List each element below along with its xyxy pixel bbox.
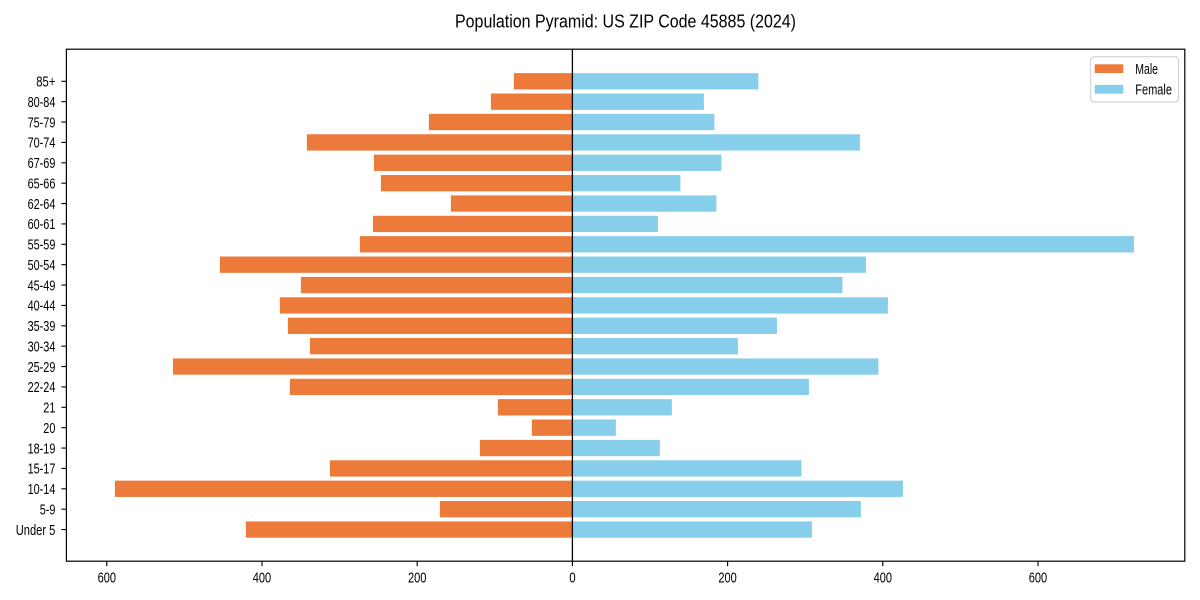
svg-text:600: 600 [98, 570, 116, 586]
svg-text:70-74: 70-74 [28, 136, 56, 152]
svg-text:40-44: 40-44 [28, 299, 56, 315]
svg-text:Population Pyramid: US ZIP Cod: Population Pyramid: US ZIP Code 45885 (2… [455, 12, 796, 32]
svg-text:60-61: 60-61 [28, 217, 56, 233]
svg-text:50-54: 50-54 [28, 258, 56, 274]
svg-text:65-66: 65-66 [28, 176, 56, 192]
svg-text:200: 200 [718, 570, 736, 586]
svg-text:80-84: 80-84 [28, 95, 56, 111]
svg-text:22-24: 22-24 [28, 380, 56, 396]
svg-text:75-79: 75-79 [28, 115, 56, 131]
svg-text:Under 5: Under 5 [16, 523, 56, 539]
svg-text:67-69: 67-69 [28, 156, 56, 172]
svg-text:Female: Female [1135, 83, 1172, 99]
svg-text:55-59: 55-59 [28, 238, 56, 254]
svg-text:5-9: 5-9 [40, 502, 56, 518]
svg-text:400: 400 [253, 570, 271, 586]
svg-text:45-49: 45-49 [28, 278, 56, 294]
svg-text:25-29: 25-29 [28, 360, 56, 376]
svg-text:400: 400 [874, 570, 892, 586]
svg-text:62-64: 62-64 [28, 197, 56, 213]
svg-text:600: 600 [1029, 570, 1047, 586]
svg-text:21: 21 [43, 401, 55, 417]
svg-text:0: 0 [569, 570, 575, 586]
svg-text:85+: 85+ [36, 75, 55, 91]
svg-text:200: 200 [408, 570, 426, 586]
svg-text:20: 20 [43, 421, 55, 437]
svg-text:18-19: 18-19 [28, 441, 56, 457]
svg-text:15-17: 15-17 [28, 462, 56, 478]
svg-text:10-14: 10-14 [28, 482, 56, 498]
svg-text:35-39: 35-39 [28, 319, 56, 335]
svg-text:30-34: 30-34 [28, 339, 56, 355]
svg-text:Male: Male [1135, 62, 1158, 78]
